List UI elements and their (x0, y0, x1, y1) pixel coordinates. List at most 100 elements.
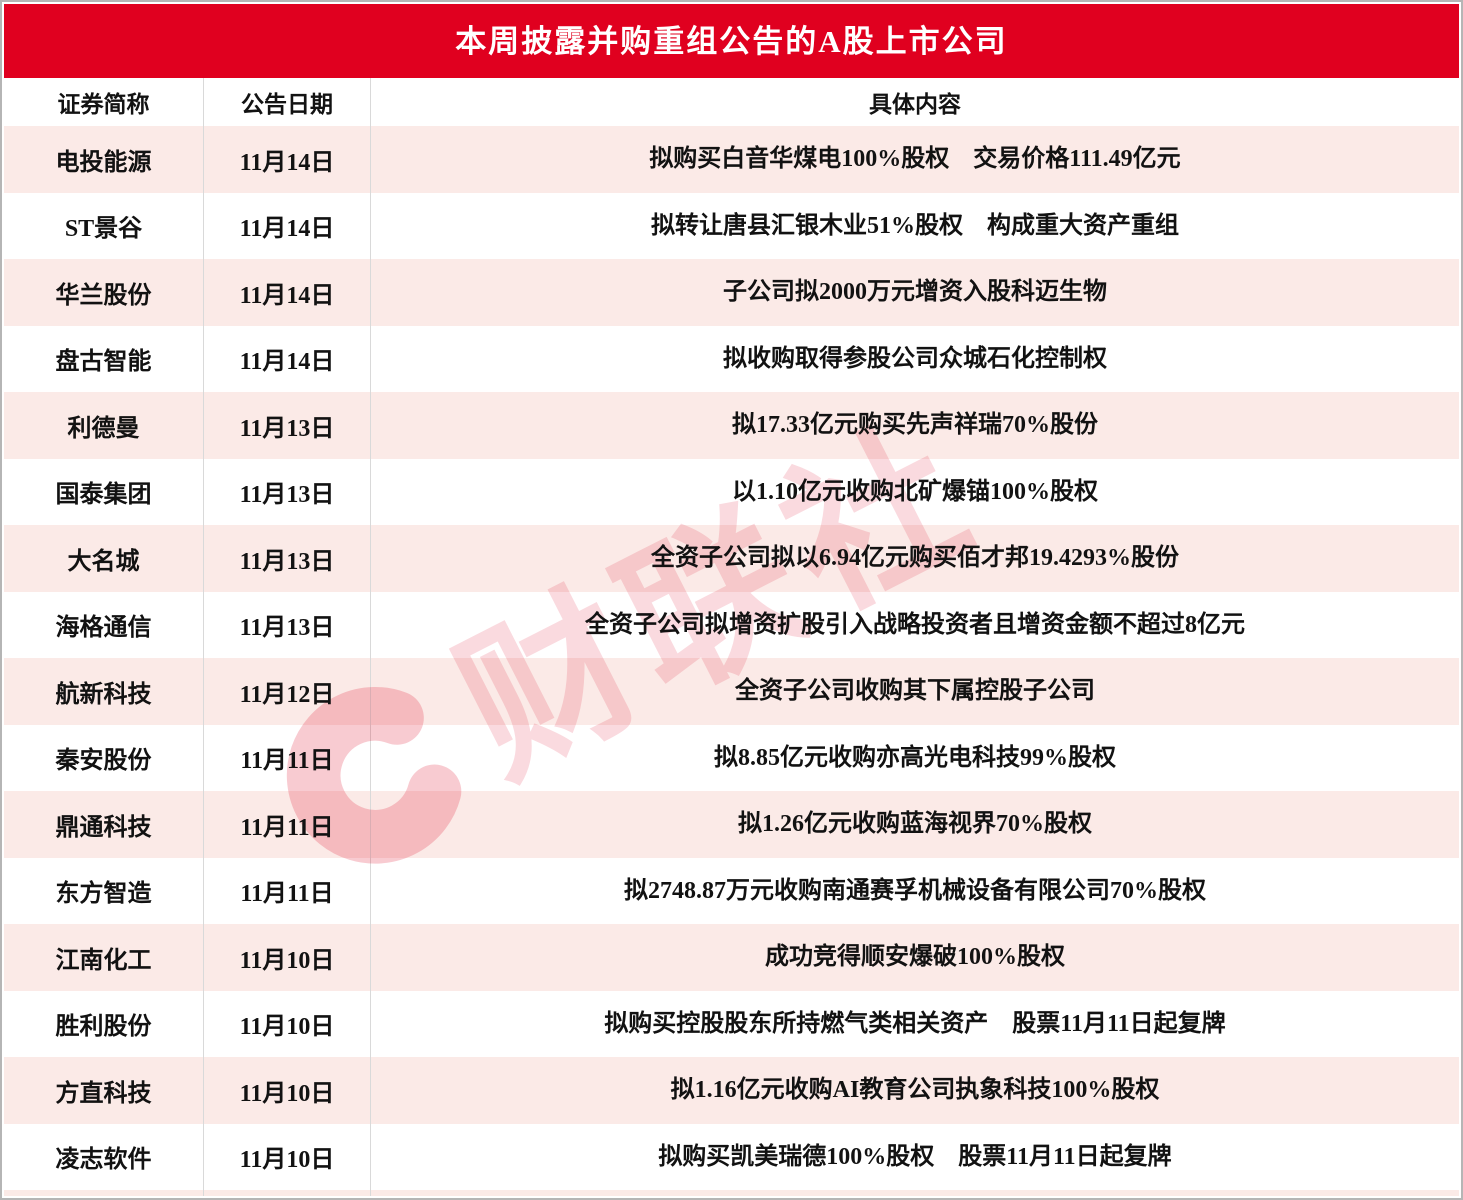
company-name-cell: 鼎通科技 (4, 791, 204, 858)
announce-date-cell: 11月13日 (204, 591, 371, 658)
announce-date-cell: 11月10日 (204, 990, 371, 1057)
company-name-cell: 国泰集团 (4, 458, 204, 525)
table-row: 凌志软件 11月10日 拟购买凯美瑞德100%股权 股票11月11日起复牌 (4, 1123, 1459, 1191)
company-name-cell: 电投能源 (4, 126, 204, 193)
announce-date: 11月13日 (239, 615, 335, 642)
company-name-cell: 方直科技 (4, 1057, 204, 1124)
company-name: 凌志软件 (55, 1147, 152, 1174)
company-name: 航新科技 (55, 681, 152, 708)
company-name-cell: 凌志软件 (4, 1123, 204, 1190)
company-name-cell: 江南化工 (4, 924, 204, 991)
detail-content-cell: 全资子公司拟增资扩股引入战略投资者且增资金额不超过8亿元 (371, 592, 1459, 659)
bottom-strip-cell (204, 1190, 371, 1196)
bottom-strip-cell (4, 1190, 204, 1196)
detail-content: 全资子公司拟以6.94亿元购买佰才邦19.4293%股份 (651, 545, 1179, 572)
detail-content: 拟17.33亿元购买先声祥瑞70%股份 (732, 412, 1098, 439)
detail-content: 全资子公司拟增资扩股引入战略投资者且增资金额不超过8亿元 (585, 611, 1245, 638)
table-row: 江南化工 11月10日 成功竞得顺安爆破100%股权 (4, 924, 1459, 991)
announce-date: 11月10日 (239, 1080, 335, 1107)
company-name-cell: 秦安股份 (4, 724, 204, 791)
announce-date: 11月13日 (239, 548, 335, 575)
announce-date-cell: 11月10日 (204, 1057, 371, 1124)
detail-content-cell: 拟收购取得参股公司众城石化控制权 (371, 326, 1459, 393)
company-name: 鼎通科技 (55, 814, 152, 841)
announce-date-cell: 11月13日 (204, 525, 371, 592)
table-row: 鼎通科技 11月11日 拟1.26亿元收购蓝海视界70%股权 (4, 791, 1459, 858)
announce-date: 11月13日 (239, 415, 335, 442)
table-row: 电投能源 11月14日 拟购买白音华煤电100%股权 交易价格111.49亿元 (4, 126, 1459, 193)
detail-content-cell: 拟1.16亿元收购AI教育公司执象科技100%股权 (371, 1057, 1459, 1124)
table-row: ST景谷 11月14日 拟转让唐县汇银木业51%股权 构成重大资产重组 (4, 192, 1459, 259)
company-name: 江南化工 (55, 947, 152, 974)
announce-date: 11月14日 (239, 282, 335, 309)
table-body: 电投能源 11月14日 拟购买白音华煤电100%股权 交易价格111.49亿元 ST景… (4, 126, 1459, 1196)
detail-content-cell: 全资子公司拟以6.94亿元购买佰才邦19.4293%股份 (371, 525, 1459, 592)
announce-date-cell: 11月10日 (204, 924, 371, 991)
announce-date-cell: 11月12日 (204, 658, 371, 725)
company-name-cell: 航新科技 (4, 658, 204, 725)
announce-date-cell: 11月11日 (204, 724, 371, 791)
detail-content: 以1.10亿元收购北矿爆锚100%股权 (732, 478, 1098, 505)
header-cell-ticker: 证券简称 (4, 78, 204, 126)
company-name-cell: 东方智造 (4, 857, 204, 924)
announce-date: 11月14日 (239, 349, 335, 376)
announce-date-cell: 11月13日 (204, 392, 371, 459)
title-bar: 本周披露并购重组公告的A股上市公司 (4, 4, 1459, 78)
announce-date: 11月10日 (239, 947, 335, 974)
company-name-cell: 大名城 (4, 525, 204, 592)
company-name: 海格通信 (55, 615, 152, 642)
company-name-cell: 利德曼 (4, 392, 204, 459)
announce-date-cell: 11月14日 (204, 259, 371, 326)
page-title: 本周披露并购重组公告的A股上市公司 (455, 23, 1008, 59)
table-row: 秦安股份 11月11日 拟8.85亿元收购亦高光电科技99%股权 (4, 724, 1459, 792)
detail-content-cell: 子公司拟2000万元增资入股科迈生物 (371, 259, 1459, 326)
detail-content-cell: 拟1.26亿元收购蓝海视界70%股权 (371, 791, 1459, 858)
company-name: 方直科技 (55, 1080, 152, 1107)
detail-content: 成功竞得顺安爆破100%股权 (765, 944, 1065, 971)
announce-date: 11月11日 (240, 814, 334, 841)
detail-content: 拟转让唐县汇银木业51%股权 构成重大资产重组 (651, 212, 1179, 239)
header-cell-date: 公告日期 (204, 78, 371, 126)
table-row: 航新科技 11月12日 全资子公司收购其下属控股子公司 (4, 658, 1459, 725)
announce-date: 11月13日 (239, 482, 335, 509)
announce-date: 11月11日 (240, 881, 334, 908)
detail-content: 拟购买白音华煤电100%股权 交易价格111.49亿元 (649, 146, 1181, 173)
company-name: 国泰集团 (55, 482, 152, 509)
announce-date-cell: 11月13日 (204, 458, 371, 525)
announce-date: 11月14日 (239, 149, 335, 176)
announce-date-cell: 11月14日 (204, 192, 371, 259)
announce-date: 11月12日 (239, 681, 335, 708)
announce-date-cell: 11月14日 (204, 126, 371, 193)
table-row: 盘古智能 11月14日 拟收购取得参股公司众城石化控制权 (4, 325, 1459, 393)
announce-date-cell: 11月11日 (204, 857, 371, 924)
detail-content-cell: 以1.10亿元收购北矿爆锚100%股权 (371, 459, 1459, 526)
announce-date: 11月14日 (239, 216, 335, 243)
detail-content-cell: 拟8.85亿元收购亦高光电科技99%股权 (371, 725, 1459, 792)
detail-content-cell: 拟购买控股股东所持燃气类相关资产 股票11月11日起复牌 (371, 991, 1459, 1058)
bottom-strip-cell (371, 1190, 1459, 1196)
company-name: 电投能源 (55, 149, 152, 176)
company-name: 盘古智能 (55, 349, 152, 376)
detail-content-cell: 拟17.33亿元购买先声祥瑞70%股份 (371, 392, 1459, 459)
detail-content-cell: 拟购买凯美瑞德100%股权 股票11月11日起复牌 (371, 1124, 1459, 1191)
company-name-cell: 海格通信 (4, 591, 204, 658)
company-name: 胜利股份 (55, 1014, 152, 1041)
detail-content: 全资子公司收购其下属控股子公司 (735, 678, 1095, 705)
announce-date-cell: 11月11日 (204, 791, 371, 858)
company-name: 东方智造 (55, 881, 152, 908)
company-name-cell: 华兰股份 (4, 259, 204, 326)
detail-content-cell: 拟2748.87万元收购南通赛孚机械设备有限公司70%股权 (371, 858, 1459, 925)
detail-content: 拟2748.87万元收购南通赛孚机械设备有限公司70%股权 (624, 877, 1206, 904)
detail-content: 子公司拟2000万元增资入股科迈生物 (723, 279, 1107, 306)
detail-content: 拟1.26亿元收购蓝海视界70%股权 (738, 811, 1092, 838)
company-name-cell: 胜利股份 (4, 990, 204, 1057)
detail-content-cell: 拟购买白音华煤电100%股权 交易价格111.49亿元 (371, 126, 1459, 193)
company-name-cell: 盘古智能 (4, 325, 204, 392)
table-row: 华兰股份 11月14日 子公司拟2000万元增资入股科迈生物 (4, 259, 1459, 326)
table-row: 国泰集团 11月13日 以1.10亿元收购北矿爆锚100%股权 (4, 458, 1459, 526)
table-row: 大名城 11月13日 全资子公司拟以6.94亿元购买佰才邦19.4293%股份 (4, 525, 1459, 592)
detail-content: 拟购买控股股东所持燃气类相关资产 股票11月11日起复牌 (604, 1010, 1226, 1037)
header-label-ticker: 证券简称 (57, 92, 150, 117)
announce-date-cell: 11月10日 (204, 1123, 371, 1190)
